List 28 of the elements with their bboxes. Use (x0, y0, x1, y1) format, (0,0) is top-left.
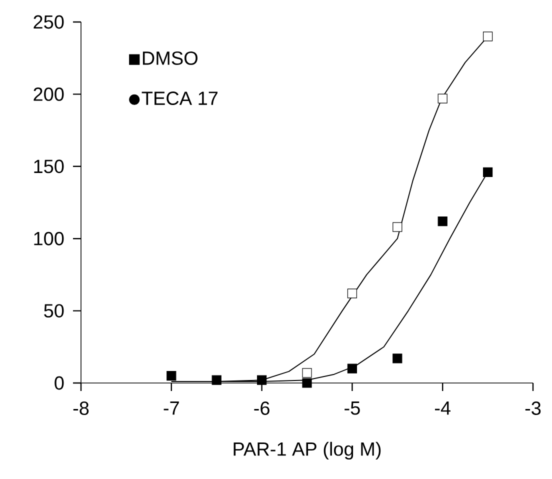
point (438, 94, 448, 104)
y-tick-label: 150 (34, 160, 64, 174)
point (483, 167, 493, 177)
x-axis-title: PAR-1 AP (log M) (234, 442, 381, 460)
point (483, 32, 493, 42)
y-tick-label: 100 (34, 232, 64, 246)
point (166, 370, 176, 381)
y-tick-label: 200 (34, 87, 64, 101)
point (302, 378, 312, 388)
point (438, 216, 448, 226)
point (212, 375, 222, 385)
x-tick-label: -8 (73, 402, 89, 415)
x-tick-label: -3 (525, 402, 541, 415)
legend-label: TECA 17 (142, 92, 218, 106)
y-tick-label: 50 (44, 304, 64, 318)
point (392, 222, 402, 232)
point (392, 354, 402, 364)
point (302, 368, 312, 378)
point (347, 364, 358, 374)
x-tick-label: -7 (164, 402, 179, 415)
x-tick-label: -5 (344, 402, 360, 415)
x-tick-label: -6 (254, 402, 270, 415)
legend-label: DMSO (142, 51, 198, 65)
point (257, 375, 267, 385)
x-tick-label: -4 (435, 402, 450, 415)
y-tick-label: 250 (34, 15, 64, 29)
point (347, 288, 358, 298)
y-tick-label: 0 (54, 376, 64, 390)
